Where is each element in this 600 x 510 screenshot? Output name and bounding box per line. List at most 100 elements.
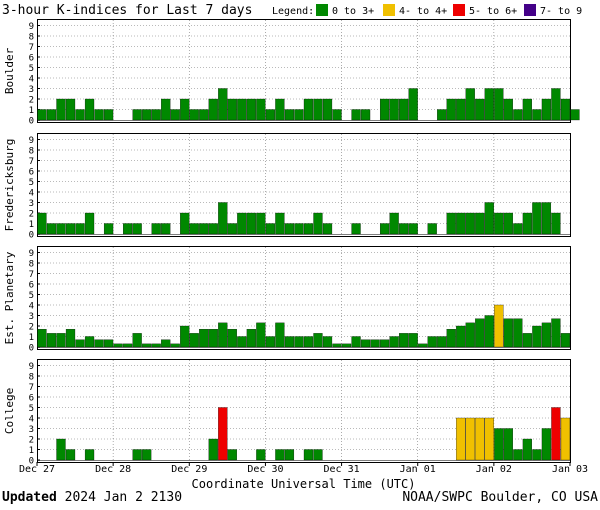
y-tick-label: 4 <box>29 415 34 425</box>
y-tick-label: 7 <box>29 43 34 53</box>
panel-label: College <box>3 388 16 434</box>
k-index-bar <box>256 449 266 461</box>
k-index-bar <box>56 333 66 348</box>
x-tick-label: Dec 27 <box>19 464 55 475</box>
k-index-bar <box>322 98 333 121</box>
k-index-bar <box>256 322 266 348</box>
y-tick-label: 1 <box>29 220 34 230</box>
k-index-bar <box>541 98 552 121</box>
k-index-bar <box>494 212 504 235</box>
k-index-bar <box>494 304 504 348</box>
x-tick-label: Dec 31 <box>324 464 360 475</box>
y-tick-label: 9 <box>29 22 34 32</box>
k-index-bar <box>370 339 380 348</box>
k-index-bar <box>532 449 542 461</box>
updated-value: 2024 Jan 2 2130 <box>64 490 183 505</box>
k-index-bar <box>389 212 399 235</box>
y-tick-label: 3 <box>29 85 34 95</box>
k-index-bar <box>284 109 295 121</box>
k-index-bar <box>113 343 123 348</box>
legend-swatch <box>524 4 536 16</box>
k-index-bar <box>275 322 285 348</box>
k-index-bar <box>351 109 361 121</box>
k-index-bar <box>351 336 361 348</box>
legend: Legend: 0 to 3+ 4- to 4+ 5- to 6+ 7- to 9 <box>272 4 582 17</box>
k-index-bar <box>275 212 285 235</box>
y-tick-label: 5 <box>29 178 34 188</box>
y-tick-label: 0 <box>29 344 34 354</box>
k-index-bar <box>560 417 571 461</box>
k-index-bar <box>475 318 485 348</box>
k-index-bar <box>513 109 523 121</box>
k-index-bar <box>503 98 513 121</box>
k-index-bar <box>161 223 171 235</box>
k-index-bar <box>56 223 66 235</box>
y-tick-label: 5 <box>29 64 34 74</box>
k-index-bar <box>360 339 371 348</box>
k-index-bar <box>399 223 409 235</box>
legend-entry-label: 7- to 9 <box>540 6 582 17</box>
y-tick-label: 1 <box>29 446 34 456</box>
k-index-bar <box>170 343 180 348</box>
k-index-bar <box>199 328 209 348</box>
k-index-bar <box>503 428 513 461</box>
y-tick-label: 1 <box>29 106 34 116</box>
y-tick-label: 0 <box>29 457 34 467</box>
y-tick-label: 6 <box>29 281 34 291</box>
k-index-bar <box>84 98 95 121</box>
k-index-bar <box>218 202 228 235</box>
legend-swatch <box>453 4 465 16</box>
k-index-bar <box>284 449 295 461</box>
panel-label: Fredericksburg <box>3 139 16 232</box>
k-index-bar <box>46 223 57 235</box>
legend-swatch <box>316 4 328 16</box>
k-index-bar <box>513 449 523 461</box>
k-index-bar <box>541 322 552 348</box>
y-tick-label: 0 <box>29 117 34 127</box>
k-index-bar <box>475 212 485 235</box>
k-index-bar <box>208 98 218 121</box>
x-axis-label: Coordinate Universal Time (UTC) <box>192 477 416 490</box>
y-tick-label: 7 <box>29 270 34 280</box>
k-index-bar <box>65 223 76 235</box>
k-index-bar <box>456 98 466 121</box>
k-index-bar <box>322 336 333 348</box>
k-index-bar <box>284 336 295 348</box>
x-axis: Dec 27 Dec 28 Dec 29 Dec 30 Dec 31 Jan 01 Jan … <box>19 462 588 490</box>
k-index-bar <box>237 98 247 121</box>
k-index-bar <box>256 212 266 235</box>
k-index-bar <box>103 339 114 348</box>
k-index-bar <box>551 88 561 121</box>
k-index-bar <box>399 333 409 348</box>
k-index-bar <box>465 322 475 348</box>
k-index-bar <box>570 109 580 121</box>
k-index-bar <box>246 328 256 348</box>
k-index-bar <box>532 325 542 348</box>
y-tick-label: 6 <box>29 168 34 178</box>
k-index-bar <box>75 223 85 235</box>
k-index-bar <box>437 336 447 348</box>
panel-frame <box>37 246 571 350</box>
k-index-bar <box>208 438 218 461</box>
y-tick-label: 4 <box>29 189 34 199</box>
legend-label: Legend: <box>272 6 314 17</box>
k-index-bar <box>313 333 323 348</box>
k-index-bar <box>218 322 228 348</box>
k-index-bar <box>475 417 485 461</box>
k-index-bar <box>189 109 199 121</box>
k-index-bar <box>75 109 85 121</box>
k-index-bar <box>103 223 114 235</box>
k-index-bar <box>265 223 275 235</box>
updated-timestamp: Updated 2024 Jan 2 2130 <box>2 490 182 505</box>
y-tick-label: 3 <box>29 425 34 435</box>
k-index-bar <box>341 343 352 348</box>
panel-frame <box>37 133 571 237</box>
k-index-bar <box>84 336 95 348</box>
y-tick-label: 6 <box>29 54 34 64</box>
k-index-bar <box>427 223 437 235</box>
k-index-bar <box>218 407 228 461</box>
y-tick-label: 2 <box>29 210 34 220</box>
k-index-bar <box>456 212 466 235</box>
k-index-bar <box>161 339 171 348</box>
